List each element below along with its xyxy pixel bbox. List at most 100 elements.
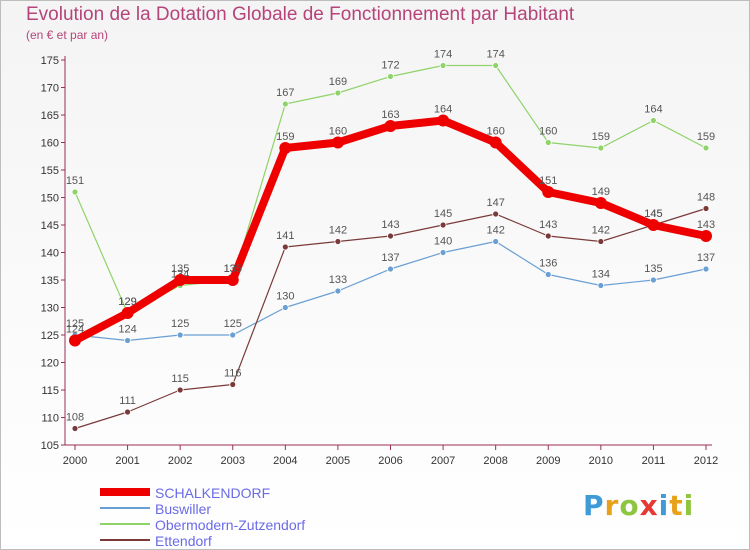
x-tick-label: 2012 — [694, 455, 718, 467]
y-tick-label: 175 — [41, 55, 59, 67]
data-point-buswiller — [544, 271, 552, 278]
data-label-schalkendorf: 160 — [329, 126, 347, 138]
data-point-obermodern-zutzendorf — [387, 73, 394, 80]
data-label-schalkendorf: 129 — [118, 296, 136, 308]
data-point-ettendorf — [544, 232, 552, 240]
logo-letter: P — [583, 489, 605, 522]
data-point-ettendorf — [124, 408, 131, 416]
data-point-schalkendorf — [594, 197, 607, 209]
data-label-buswiller: 125 — [66, 318, 84, 330]
data-label-obermodern-zutzendorf: 174 — [434, 49, 452, 61]
data-point-buswiller — [439, 249, 447, 256]
series-line-ettendorf — [74, 207, 707, 430]
legend-swatch — [100, 488, 150, 496]
data-label-schalkendorf: 160 — [486, 126, 504, 138]
x-tick-label: 2004 — [273, 455, 297, 467]
data-point-ettendorf — [439, 221, 447, 229]
data-point-obermodern-zutzendorf — [334, 89, 342, 97]
data-label-ettendorf: 142 — [592, 225, 610, 237]
data-label-buswiller: 134 — [592, 269, 610, 281]
logo-letter: o — [619, 489, 640, 522]
data-point-schalkendorf — [489, 136, 502, 149]
data-label-ettendorf: 143 — [539, 219, 557, 231]
data-label-buswiller: 136 — [539, 258, 557, 270]
data-label-buswiller: 130 — [276, 291, 294, 303]
y-tick-label: 115 — [41, 385, 59, 397]
y-tick-label: 125 — [41, 330, 59, 342]
data-label-buswiller: 142 — [486, 225, 504, 237]
data-point-ettendorf — [334, 238, 342, 245]
data-label-buswiller: 137 — [697, 252, 715, 264]
data-point-ettendorf — [492, 210, 500, 218]
data-label-schalkendorf: 151 — [539, 175, 557, 187]
data-point-buswiller — [229, 331, 237, 339]
data-label-buswiller: 135 — [644, 263, 662, 275]
data-label-obermodern-zutzendorf: 169 — [329, 76, 347, 88]
data-point-ettendorf — [176, 386, 184, 394]
data-label-ettendorf: 147 — [486, 197, 504, 209]
data-label-schalkendorf: 143 — [697, 219, 715, 231]
data-point-buswiller — [281, 304, 289, 311]
y-tick-label: 155 — [41, 165, 59, 177]
logo-letter: x — [639, 489, 659, 522]
data-label-obermodern-zutzendorf: 172 — [381, 60, 399, 72]
data-label-schalkendorf: 164 — [434, 104, 452, 116]
data-point-obermodern-zutzendorf — [650, 117, 657, 124]
data-point-obermodern-zutzendorf — [439, 62, 447, 69]
legend-label: Obermodern-Zutzendorf — [155, 517, 306, 533]
data-label-ettendorf: 145 — [434, 208, 452, 220]
data-point-buswiller — [702, 265, 710, 273]
data-label-buswiller: 125 — [171, 318, 189, 330]
data-label-ettendorf: 116 — [224, 368, 242, 380]
y-tick-label: 170 — [41, 83, 59, 95]
data-point-schalkendorf — [542, 186, 555, 198]
data-point-buswiller — [334, 287, 342, 295]
data-label-obermodern-zutzendorf: 174 — [486, 49, 504, 61]
data-point-buswiller — [597, 282, 605, 289]
data-label-schalkendorf: 145 — [644, 208, 662, 220]
x-tick-label: 2006 — [378, 455, 402, 467]
y-tick-label: 145 — [41, 220, 59, 232]
x-tick-label: 2008 — [483, 455, 507, 467]
data-label-obermodern-zutzendorf: 159 — [592, 131, 610, 143]
data-label-buswiller: 125 — [224, 318, 242, 330]
x-tick-label: 2010 — [589, 455, 613, 467]
x-tick-label: 2011 — [642, 455, 666, 467]
x-tick-label: 2009 — [536, 455, 560, 467]
x-tick-label: 2003 — [221, 455, 245, 467]
x-tick-label: 2007 — [431, 455, 455, 467]
data-point-obermodern-zutzendorf — [597, 144, 605, 152]
data-point-ettendorf — [702, 205, 710, 212]
chart-subtitle: (en € et par an) — [26, 28, 109, 42]
data-point-schalkendorf — [279, 142, 292, 154]
data-label-schalkendorf: 135 — [224, 263, 242, 275]
legend-label: Ettendorf — [155, 533, 212, 549]
legend-label: Buswiller — [155, 501, 212, 517]
data-point-ettendorf — [71, 425, 79, 432]
data-label-ettendorf: 143 — [381, 219, 399, 231]
data-label-buswiller: 133 — [329, 274, 347, 286]
legend-swatch — [100, 539, 150, 541]
logo-letter: t — [669, 489, 684, 522]
legend-swatch — [100, 507, 150, 509]
data-label-schalkendorf: 163 — [381, 109, 399, 121]
data-label-obermodern-zutzendorf: 129 — [118, 296, 136, 308]
x-tick-label: 2000 — [63, 455, 87, 467]
data-label-schalkendorf: 135 — [171, 263, 189, 275]
data-label-ettendorf: 108 — [66, 412, 84, 424]
data-point-schalkendorf — [700, 230, 712, 242]
data-point-ettendorf — [387, 232, 394, 240]
proxiti-logo: Proxiti — [583, 489, 694, 522]
data-point-ettendorf — [281, 243, 289, 251]
data-point-obermodern-zutzendorf — [544, 139, 552, 146]
series-line-obermodern-zutzendorf — [74, 64, 707, 314]
legend-label: SCHALKENDORF — [155, 485, 271, 501]
data-label-obermodern-zutzendorf: 164 — [644, 104, 662, 116]
data-point-buswiller — [176, 331, 184, 339]
data-label-buswiller: 140 — [434, 236, 452, 248]
data-label-ettendorf: 115 — [171, 373, 189, 385]
logo-letter: i — [683, 489, 695, 522]
data-label-obermodern-zutzendorf: 159 — [697, 131, 715, 143]
y-tick-label: 140 — [41, 248, 59, 260]
